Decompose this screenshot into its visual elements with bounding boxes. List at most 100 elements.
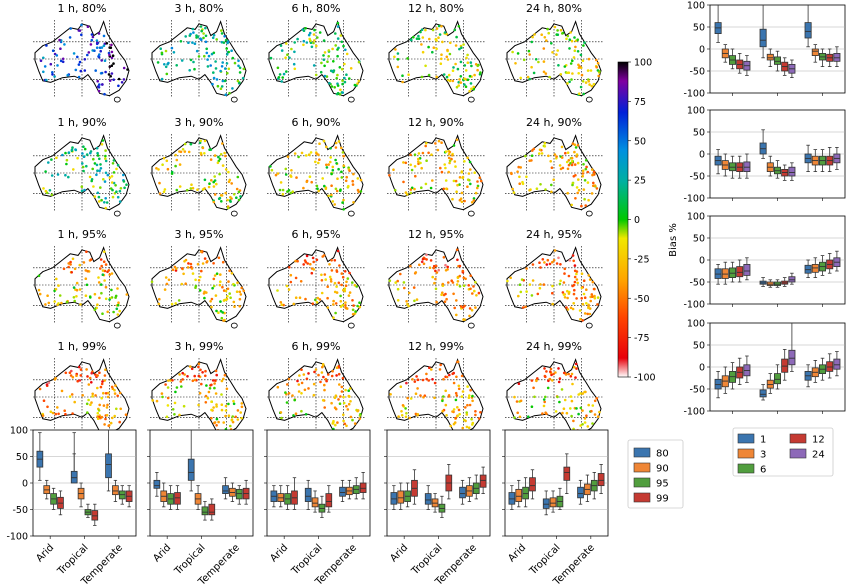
station-dot (541, 258, 545, 261)
station-dot (578, 92, 581, 95)
station-dot (304, 154, 308, 157)
station-dot (340, 146, 343, 150)
station-dot (87, 383, 91, 386)
station-dot (112, 78, 115, 81)
station-dot (330, 259, 333, 262)
station-dot (557, 64, 560, 67)
station-dot (95, 173, 98, 177)
station-dot (46, 294, 49, 297)
station-dot (569, 407, 572, 410)
box-12 (736, 266, 744, 278)
station-dot (210, 400, 213, 403)
map-panel: 3 h, 95% (150, 228, 248, 329)
station-dot (446, 265, 449, 269)
station-dot (431, 378, 434, 381)
station-dot (284, 173, 288, 176)
station-dot (175, 386, 179, 389)
station-dot (582, 279, 586, 282)
station-dot (75, 288, 79, 292)
station-dot (593, 294, 596, 298)
station-dot (242, 289, 245, 293)
station-dot (98, 371, 101, 374)
station-dot (331, 200, 335, 203)
station-dot (425, 372, 428, 376)
station-dot (444, 179, 448, 182)
station-dot (467, 396, 471, 399)
station-dot (92, 157, 95, 161)
station-dot (451, 410, 454, 413)
station-dot (292, 414, 295, 417)
legend-swatch-90 (633, 462, 651, 473)
station-dot (120, 81, 124, 84)
station-dot (197, 55, 201, 58)
station-dot (477, 291, 481, 295)
station-dot (446, 48, 449, 52)
station-dot (466, 156, 469, 160)
station-dot (46, 405, 49, 409)
station-dot (77, 75, 81, 79)
station-dot (521, 180, 524, 184)
station-dot (405, 300, 408, 303)
station-dot (68, 36, 72, 39)
station-dot (218, 283, 222, 287)
station-dot (210, 383, 213, 387)
station-dot (296, 259, 299, 263)
station-dot (331, 47, 334, 51)
station-dot (417, 37, 421, 40)
station-dot (78, 379, 82, 382)
station-dot (474, 191, 478, 195)
station-dot (546, 386, 550, 390)
station-dot (96, 169, 99, 172)
station-dot (308, 153, 311, 157)
station-dot (219, 87, 223, 90)
station-dot (84, 294, 88, 297)
station-dot (197, 362, 201, 366)
station-dot (201, 146, 205, 150)
station-dot (180, 282, 184, 286)
map-panel: 1 h, 99% (33, 340, 131, 441)
station-dot (329, 147, 332, 150)
station-dot (543, 261, 546, 264)
station-dot (357, 79, 361, 83)
station-dot (67, 151, 71, 154)
station-dot (287, 288, 291, 291)
station-dot (595, 187, 599, 190)
station-dot (199, 37, 202, 40)
station-dot (156, 61, 160, 64)
station-dot (438, 368, 442, 371)
station-dot (574, 45, 577, 49)
station-dot (447, 152, 451, 156)
station-dot (455, 299, 458, 302)
station-dot (461, 269, 465, 273)
station-dot (91, 167, 94, 171)
station-dot (424, 64, 427, 68)
station-dot (222, 377, 225, 381)
station-dot (204, 26, 207, 30)
station-dot (353, 422, 357, 425)
station-dot (230, 418, 234, 421)
station-dot (95, 39, 99, 42)
station-dot (463, 77, 466, 80)
colorbar-gradient (617, 61, 629, 378)
x-tick-label: Arid (151, 542, 173, 564)
station-dot (62, 267, 66, 271)
station-dot (478, 176, 482, 179)
station-dot (401, 80, 404, 84)
station-dot (53, 75, 56, 78)
station-dot (560, 145, 564, 149)
station-dot (571, 382, 574, 386)
station-dot (544, 188, 547, 191)
station-dot (102, 391, 105, 395)
station-dot (300, 151, 304, 155)
station-dot (593, 399, 597, 403)
station-dot (574, 174, 577, 177)
station-dot (300, 409, 303, 413)
station-dot (563, 398, 567, 402)
station-dot (580, 297, 583, 300)
station-dot (519, 76, 522, 80)
station-dot (170, 46, 174, 50)
station-dot (78, 365, 81, 369)
station-dot (119, 407, 122, 411)
station-dot (82, 169, 85, 173)
